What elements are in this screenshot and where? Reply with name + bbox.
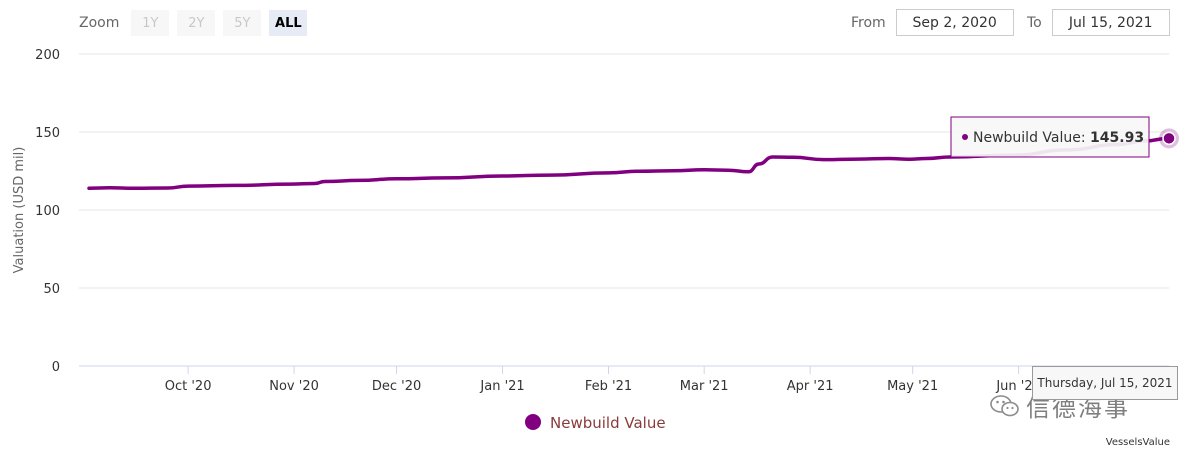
tooltip-bullet xyxy=(962,134,968,140)
zoom-all-button[interactable]: ALL xyxy=(269,10,308,36)
x-tick-label: Dec '20 xyxy=(372,379,421,394)
legend-marker xyxy=(525,414,541,430)
series-layer xyxy=(87,128,1179,191)
x-tick-label: Jan '21 xyxy=(479,379,524,394)
credit-text: VesselsValue xyxy=(1105,437,1170,448)
x-tick-label: Apr '21 xyxy=(787,379,834,394)
y-axis-label: Valuation (USD mil) xyxy=(12,147,27,274)
zoom-1y-button[interactable]: 1Y xyxy=(131,10,170,36)
zoom-5y-button[interactable]: 5Y xyxy=(223,10,262,36)
hover-point xyxy=(1162,131,1176,146)
zoom-bar: Zoom 1Y 2Y 5Y ALL xyxy=(79,10,308,36)
tooltip-value: 145.93 xyxy=(1090,130,1144,146)
x-tick-label: Feb '21 xyxy=(585,379,632,394)
x-tick-label: May '21 xyxy=(887,379,938,394)
date-tooltip: Thursday, Jul 15, 2021 xyxy=(1032,366,1178,400)
series-line-newbuild-value xyxy=(87,136,1171,191)
to-date-input[interactable] xyxy=(1051,9,1170,36)
grid-lines xyxy=(79,53,1169,367)
wechat-icon xyxy=(990,394,1019,416)
from-range: From xyxy=(851,9,1014,36)
y-tick-label: 150 xyxy=(35,126,60,141)
y-tick-label: 0 xyxy=(52,360,60,375)
y-tick-label: 50 xyxy=(43,282,60,297)
from-date-input[interactable] xyxy=(895,9,1014,36)
legend[interactable]: Newbuild Value xyxy=(525,414,666,432)
x-tick-label: Nov '20 xyxy=(269,379,319,394)
tooltip-text: Newbuild Value: 145.93 xyxy=(973,130,1144,146)
x-tick-label: Oct '20 xyxy=(165,379,212,394)
to-label: To xyxy=(1027,14,1042,31)
tooltip-series-name: Newbuild Value: xyxy=(973,130,1090,146)
legend-label: Newbuild Value xyxy=(550,414,666,432)
date-tooltip-text: Thursday, Jul 15, 2021 xyxy=(1037,376,1173,390)
from-label: From xyxy=(851,14,886,31)
y-axis-ticks: 0 50 100 150 200 xyxy=(35,48,60,375)
to-range: To xyxy=(1027,9,1170,36)
tooltip-box xyxy=(950,116,1150,158)
y-tick-label: 200 xyxy=(35,48,60,63)
zoom-2y-button[interactable]: 2Y xyxy=(177,10,216,36)
zoom-label: Zoom xyxy=(79,15,120,31)
x-tick-label: Mar '21 xyxy=(680,379,729,394)
value-tooltip: Newbuild Value: 145.93 xyxy=(950,116,1150,158)
hover-halo xyxy=(1159,128,1179,149)
x-axis-ticks: Oct '20 Nov '20 Dec '20 Jan '21 Feb '21 Mar '… xyxy=(165,366,1041,394)
y-tick-label: 100 xyxy=(35,204,60,219)
